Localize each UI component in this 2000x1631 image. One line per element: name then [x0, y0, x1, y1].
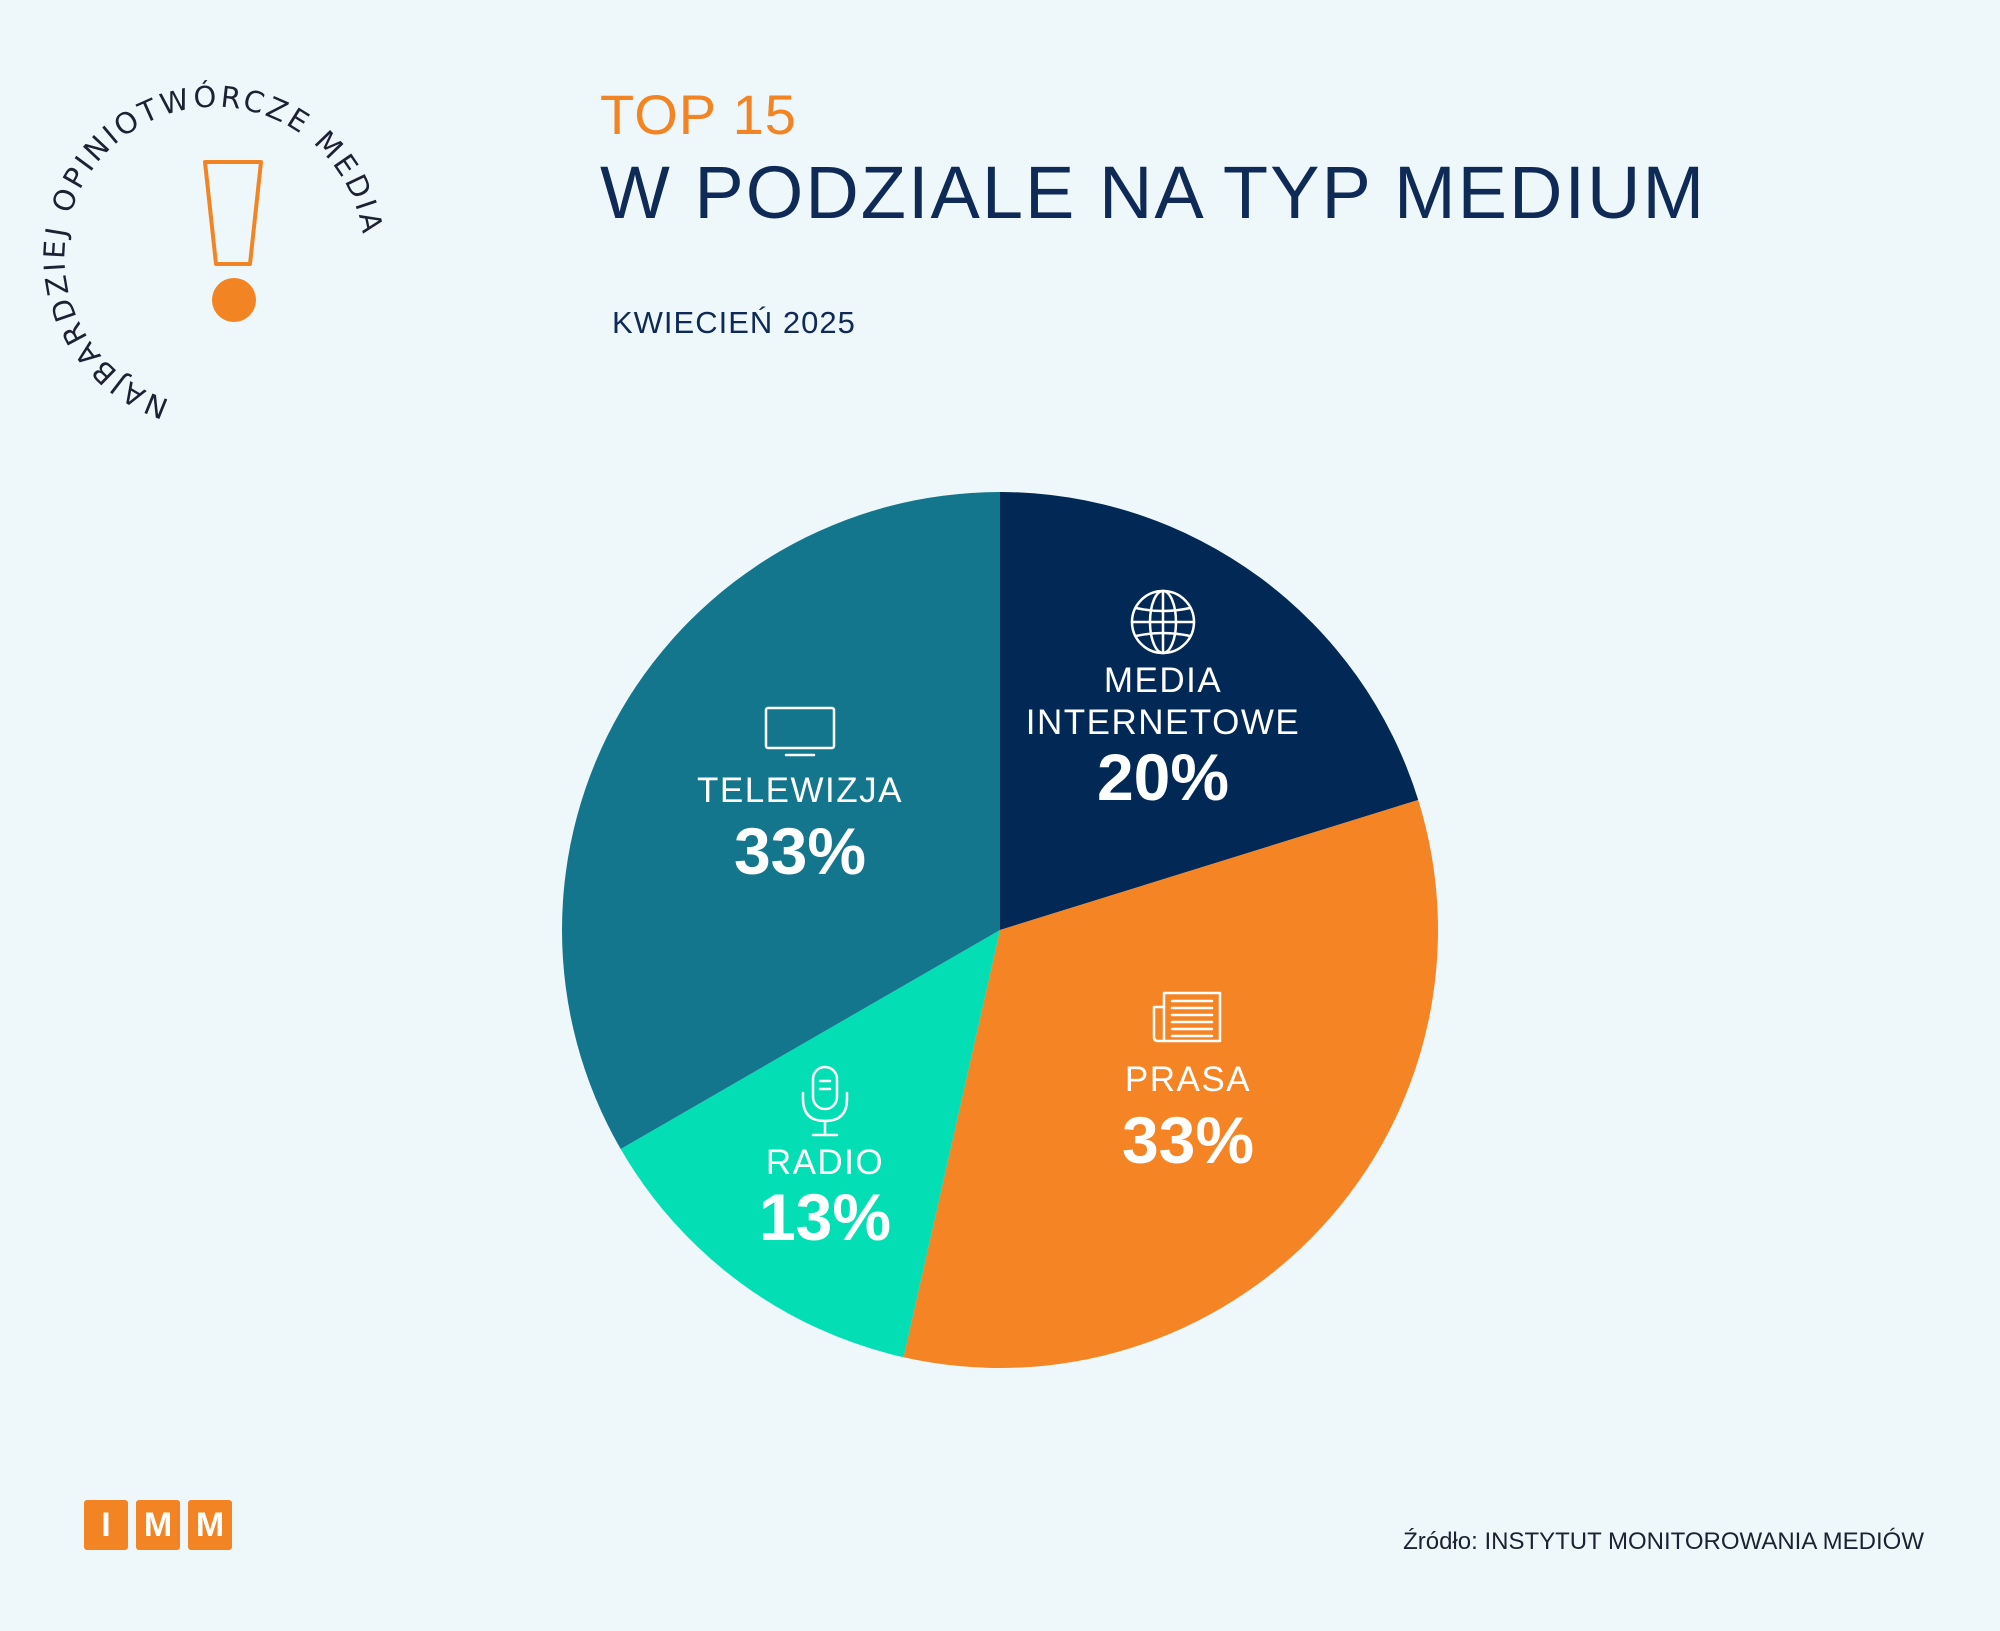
top-label: TOP 15	[600, 83, 797, 146]
slice-value-label: 33%	[734, 814, 866, 888]
microphone-icon	[801, 1065, 849, 1137]
slice-value-label: 13%	[759, 1180, 891, 1254]
pie-slice-media-internetowe	[1000, 492, 1419, 930]
logo-letter: M	[136, 1500, 180, 1550]
slice-category-label: RADIO	[766, 1143, 884, 1182]
exclamation-icon	[203, 160, 263, 322]
globe-icon	[1130, 589, 1196, 655]
slice-value-label: 33%	[1122, 1103, 1254, 1177]
pie-slice-radio	[620, 930, 1000, 1358]
page-title: W PODZIALE NA TYP MEDIUM	[600, 151, 1707, 234]
pie-slice-telewizja	[561, 492, 1000, 1149]
source-note: Źródło: INSTYTUT MONITOROWANIA MEDIÓW	[1403, 1528, 1924, 1555]
imm-logo: I M M	[84, 1500, 232, 1550]
badge: NAJBARDZIEJ OPINIOTWÓRCZE MEDIA	[37, 79, 387, 425]
logo-letter: I	[84, 1500, 128, 1550]
pie-slice-prasa	[903, 799, 1438, 1368]
logo-letter: M	[188, 1500, 232, 1550]
tv-icon	[764, 706, 836, 757]
slice-value-label: 20%	[1097, 740, 1229, 814]
period-label: KWIECIEŃ 2025	[612, 305, 856, 340]
newspaper-icon	[1152, 991, 1222, 1043]
slice-category-label: INTERNETOWE	[1026, 703, 1300, 742]
slice-category-label: TELEWIZJA	[697, 771, 903, 810]
slice-category-label: MEDIA	[1104, 661, 1222, 700]
slice-category-label: PRASA	[1125, 1060, 1251, 1099]
